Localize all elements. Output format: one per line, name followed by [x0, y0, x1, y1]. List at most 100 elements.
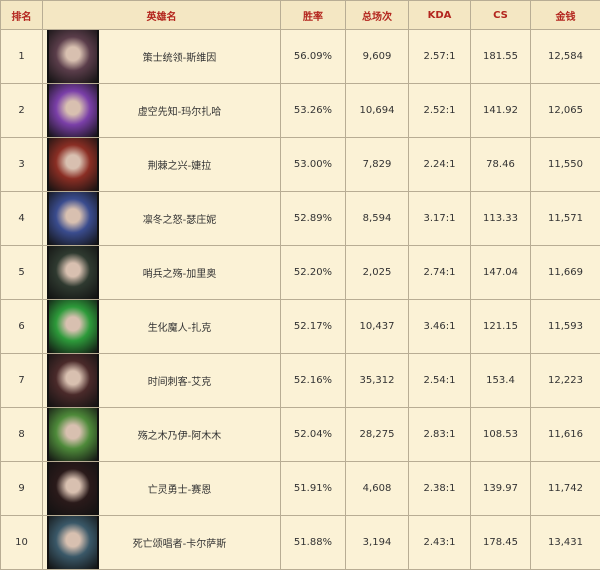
hero-portrait-icon [47, 138, 99, 191]
header-winrate: 胜率 [281, 1, 346, 30]
hero-portrait-icon [47, 246, 99, 299]
gold: 12,065 [531, 84, 600, 138]
gold: 11,593 [531, 300, 600, 354]
table-row: 5 哨兵之殇-加里奥 52.20% 2,025 2.74:1 147.04 11… [1, 246, 600, 300]
kda: 2.38:1 [409, 462, 471, 516]
hero-cell: 哨兵之殇-加里奥 [43, 246, 281, 300]
hero-cell: 虚空先知-玛尔扎哈 [43, 84, 281, 138]
header-games: 总场次 [346, 1, 409, 30]
kda: 2.57:1 [409, 30, 471, 84]
hero-cell: 凛冬之怒-瑟庄妮 [43, 192, 281, 246]
hero-name: 时间刺客-艾克 [99, 373, 280, 388]
hero-name: 策士统领-斯维因 [99, 49, 280, 64]
table-row: 6 生化魔人-扎克 52.17% 10,437 3.46:1 121.15 11… [1, 300, 600, 354]
cs: 141.92 [471, 84, 531, 138]
rank: 2 [1, 84, 43, 138]
gold: 11,550 [531, 138, 600, 192]
win-rate: 52.17% [281, 300, 346, 354]
hero-portrait-icon [47, 300, 99, 353]
table-row: 10 死亡颂唱者-卡尔萨斯 51.88% 3,194 2.43:1 178.45… [1, 516, 600, 570]
win-rate: 52.04% [281, 408, 346, 462]
header-kda: KDA [409, 1, 471, 30]
table-row: 9 亡灵勇士-赛恩 51.91% 4,608 2.38:1 139.97 11,… [1, 462, 600, 516]
header-hero: 英雄名 [43, 1, 281, 30]
rank: 4 [1, 192, 43, 246]
hero-name: 凛冬之怒-瑟庄妮 [99, 211, 280, 226]
win-rate: 52.16% [281, 354, 346, 408]
games: 4,608 [346, 462, 409, 516]
games: 10,437 [346, 300, 409, 354]
rank: 9 [1, 462, 43, 516]
gold: 13,431 [531, 516, 600, 570]
games: 35,312 [346, 354, 409, 408]
win-rate: 51.91% [281, 462, 346, 516]
hero-cell: 生化魔人-扎克 [43, 300, 281, 354]
win-rate: 56.09% [281, 30, 346, 84]
table-row: 3 荆棘之兴-婕拉 53.00% 7,829 2.24:1 78.46 11,5… [1, 138, 600, 192]
games: 8,594 [346, 192, 409, 246]
games: 9,609 [346, 30, 409, 84]
hero-cell: 殇之木乃伊-阿木木 [43, 408, 281, 462]
gold: 11,616 [531, 408, 600, 462]
rank: 5 [1, 246, 43, 300]
hero-portrait-icon [47, 192, 99, 245]
cs: 153.4 [471, 354, 531, 408]
kda: 3.46:1 [409, 300, 471, 354]
hero-name: 死亡颂唱者-卡尔萨斯 [99, 535, 280, 550]
gold: 11,669 [531, 246, 600, 300]
gold: 12,584 [531, 30, 600, 84]
hero-cell: 死亡颂唱者-卡尔萨斯 [43, 516, 281, 570]
hero-name: 哨兵之殇-加里奥 [99, 265, 280, 280]
hero-portrait-icon [47, 516, 99, 569]
cs: 108.53 [471, 408, 531, 462]
cs: 181.55 [471, 30, 531, 84]
hero-name: 生化魔人-扎克 [99, 319, 280, 334]
rank: 6 [1, 300, 43, 354]
win-rate: 53.26% [281, 84, 346, 138]
gold: 11,742 [531, 462, 600, 516]
games: 3,194 [346, 516, 409, 570]
hero-cell: 时间刺客-艾克 [43, 354, 281, 408]
hero-name: 殇之木乃伊-阿木木 [99, 427, 280, 442]
hero-cell: 荆棘之兴-婕拉 [43, 138, 281, 192]
kda: 2.83:1 [409, 408, 471, 462]
kda: 2.74:1 [409, 246, 471, 300]
header-gold: 金钱 [531, 1, 600, 30]
rank: 3 [1, 138, 43, 192]
gold: 11,571 [531, 192, 600, 246]
rank: 7 [1, 354, 43, 408]
hero-portrait-icon [47, 84, 99, 137]
rank: 8 [1, 408, 43, 462]
hero-portrait-icon [47, 408, 99, 461]
cs: 178.45 [471, 516, 531, 570]
header-row: 排名 英雄名 胜率 总场次 KDA CS 金钱 [1, 1, 600, 30]
hero-portrait-icon [47, 462, 99, 515]
table-row: 1 策士统领-斯维因 56.09% 9,609 2.57:1 181.55 12… [1, 30, 600, 84]
cs: 113.33 [471, 192, 531, 246]
games: 2,025 [346, 246, 409, 300]
games: 28,275 [346, 408, 409, 462]
hero-name: 荆棘之兴-婕拉 [99, 157, 280, 172]
games: 7,829 [346, 138, 409, 192]
kda: 3.17:1 [409, 192, 471, 246]
hero-portrait-icon [47, 30, 99, 83]
header-cs: CS [471, 1, 531, 30]
win-rate: 53.00% [281, 138, 346, 192]
cs: 121.15 [471, 300, 531, 354]
hero-name: 亡灵勇士-赛恩 [99, 481, 280, 496]
win-rate: 52.89% [281, 192, 346, 246]
win-rate: 52.20% [281, 246, 346, 300]
kda: 2.24:1 [409, 138, 471, 192]
cs: 78.46 [471, 138, 531, 192]
kda: 2.43:1 [409, 516, 471, 570]
hero-cell: 亡灵勇士-赛恩 [43, 462, 281, 516]
hero-cell: 策士统领-斯维因 [43, 30, 281, 84]
cs: 139.97 [471, 462, 531, 516]
hero-portrait-icon [47, 354, 99, 407]
hero-name: 虚空先知-玛尔扎哈 [99, 103, 280, 118]
rank: 1 [1, 30, 43, 84]
table-row: 4 凛冬之怒-瑟庄妮 52.89% 8,594 3.17:1 113.33 11… [1, 192, 600, 246]
win-rate: 51.88% [281, 516, 346, 570]
games: 10,694 [346, 84, 409, 138]
